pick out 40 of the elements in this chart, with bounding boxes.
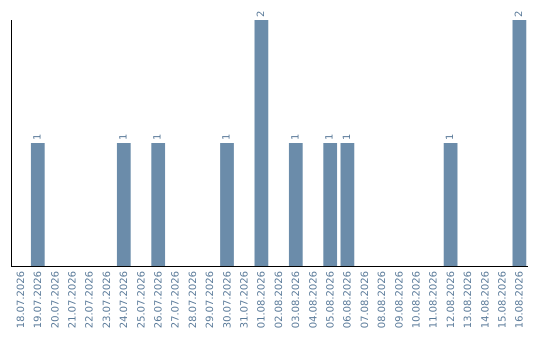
x-tick-label: 18.07.2026 [16, 271, 27, 328]
x-tick-label: 08.08.2026 [377, 271, 388, 328]
x-tick-label: 19.07.2026 [33, 271, 44, 328]
x-tick-label: 03.08.2026 [291, 271, 302, 328]
x-tick-label: 22.07.2026 [84, 271, 96, 328]
data-label: 1 [324, 134, 336, 140]
data-label: 2 [514, 10, 525, 17]
x-tick-label: 27.07.2026 [170, 271, 182, 328]
data-label: 1 [342, 134, 353, 140]
x-tick-label: 06.08.2026 [342, 271, 354, 328]
x-tick-label: 16.08.2026 [514, 271, 526, 328]
x-tick-label: 14.08.2026 [480, 271, 492, 328]
x-tick-label: 29.07.2026 [205, 271, 216, 328]
data-label: 2 [256, 10, 267, 17]
x-tick-label: 01.08.2026 [256, 271, 268, 328]
data-label: 1 [118, 134, 130, 140]
x-tick-label: 04.08.2026 [308, 271, 320, 328]
data-label: 1 [290, 134, 302, 140]
x-tick-label: 26.07.2026 [153, 271, 164, 328]
x-tick-label: 09.08.2026 [394, 271, 406, 328]
x-tick-label: 07.08.2026 [360, 271, 371, 328]
data-label: 1 [152, 134, 164, 140]
data-label: 1 [32, 134, 44, 140]
x-tick-label: 10.08.2026 [411, 271, 422, 328]
x-tick-label: 02.08.2026 [274, 271, 285, 328]
x-tick-label: 30.07.2026 [222, 271, 234, 328]
x-tick-label: 05.08.2026 [325, 271, 336, 328]
x-tick-label: 25.07.2026 [136, 271, 148, 328]
x-tick-label: 23.07.2026 [102, 271, 113, 328]
data-label: 1 [445, 134, 456, 140]
x-tick-label: 13.08.2026 [463, 271, 474, 328]
x-tick-label: 12.08.2026 [446, 271, 457, 328]
x-tick-label: 24.07.2026 [119, 271, 130, 328]
x-tick-label: 28.07.2026 [188, 271, 199, 328]
x-tick-label: 11.08.2026 [428, 271, 440, 328]
x-tick-label: 31.07.2026 [239, 271, 250, 328]
data-label: 1 [222, 134, 232, 140]
x-tick-label: 21.07.2026 [67, 271, 78, 328]
x-tick-label: 15.08.2026 [497, 271, 508, 328]
x-tick-label: 20.07.2026 [50, 271, 62, 328]
